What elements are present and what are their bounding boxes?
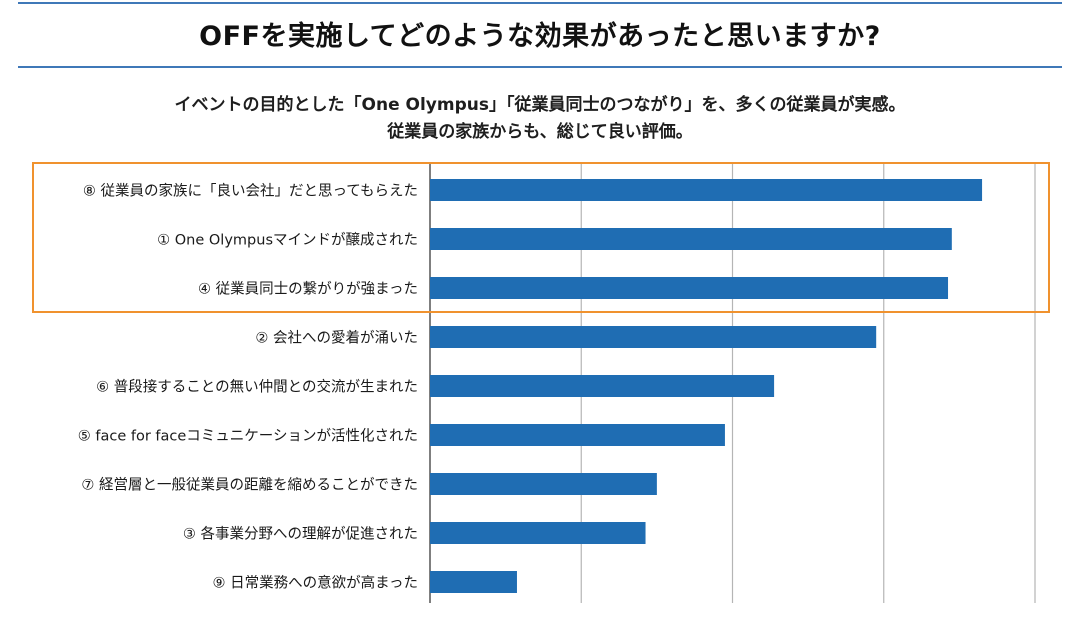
- category-label: ⑤ face for faceコミュニケーションが活性化された: [78, 428, 418, 445]
- title-underline: [18, 66, 1062, 68]
- bar: [430, 571, 517, 593]
- category-label: ③ 各事業分野への理解が促進された: [183, 526, 418, 543]
- bar: [430, 424, 725, 446]
- category-label: ⑨ 日常業務への意欲が高まった: [212, 574, 418, 592]
- category-label: ④ 従業員同士の繋がりが強まった: [198, 281, 418, 298]
- category-label: ① One Olympusマインドが醸成された: [157, 232, 418, 249]
- category-label: ⑥ 普段接することの無い仲間との交流が生まれた: [96, 378, 418, 396]
- top-rule: [18, 2, 1062, 4]
- category-label: ⑧ 従業員の家族に「良い会社」だと思ってもらえた: [83, 183, 418, 200]
- category-label: ⑦ 経営層と一般従業員の距離を縮めることができた: [81, 476, 418, 494]
- chart-title: OFFを実施してどのような効果があったと思いますか?: [199, 21, 881, 52]
- bar: [430, 277, 949, 299]
- highlight-box: [32, 162, 1050, 313]
- category-label: ② 会社への愛着が涌いた: [255, 330, 418, 347]
- chart-subtitle-line2: 従業員の家族からも、総じて良い評価。: [387, 122, 693, 142]
- chart-subtitle-line1: イベントの目的とした「One Olympus」「従業員同士のつながり」を、多くの…: [174, 95, 906, 115]
- bar: [430, 179, 983, 201]
- bar: [430, 522, 646, 544]
- bar: [430, 228, 952, 250]
- bar: [430, 326, 877, 348]
- bar: [430, 375, 775, 397]
- bar: [430, 473, 657, 495]
